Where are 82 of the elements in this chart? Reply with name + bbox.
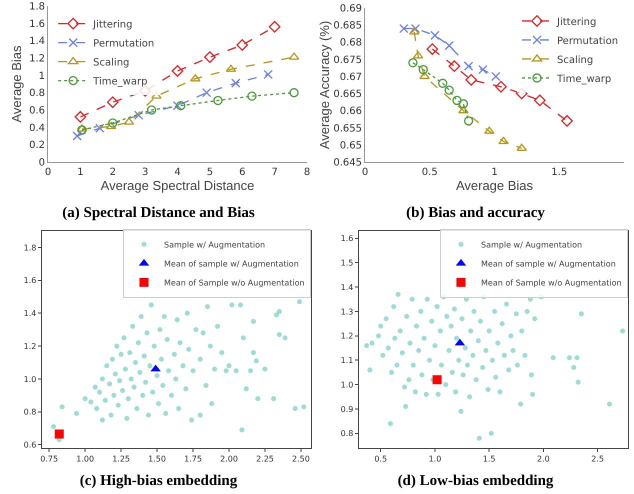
y-tick-label: 1.0 xyxy=(24,374,36,384)
x-axis-title: Average Bias xyxy=(456,178,534,193)
x-tick-label: 1.50 xyxy=(148,454,166,464)
x-tick-label: 5 xyxy=(206,167,214,178)
y-tick-label: 1.2 xyxy=(24,342,36,351)
y-tick-label: 1.4 xyxy=(24,309,36,318)
x-tick-label: 1.0 xyxy=(428,454,442,464)
y-tick-label: 0.68 xyxy=(340,38,362,49)
y-tick-label: 1.2 xyxy=(340,332,354,341)
y-tick-label: 1.6 xyxy=(29,18,45,30)
x-tick-label: 7 xyxy=(271,167,278,178)
x-tick-label: 2.50 xyxy=(292,454,310,464)
y-tick-label: 0.8 xyxy=(340,429,354,438)
x-tick-label: 3 xyxy=(142,167,148,178)
y-tick-label: 0.645 xyxy=(333,158,362,168)
text: (c) High-bias embedding xyxy=(78,472,238,491)
legend-label: Scaling xyxy=(557,54,594,66)
text: (b) Bias and accuracy xyxy=(405,204,546,223)
legend-label: Mean of sample w/ Augmentation xyxy=(481,259,616,268)
legend-label: Jittering xyxy=(92,20,132,31)
x-axis-title: Average Spectral Distance xyxy=(100,178,254,193)
y-tick-label: 0.69 xyxy=(340,4,362,14)
y-tick-label: 0.8 xyxy=(24,408,36,417)
x-tick-label: 1.00 xyxy=(76,454,94,464)
y-tick-label: 1.3 xyxy=(340,307,354,316)
y-tick-label: 1.1 xyxy=(340,356,354,366)
y-tick-label: 0.67 xyxy=(340,72,362,83)
y-axis-title: Average Bias xyxy=(9,44,24,123)
x-tick-label: 2.5 xyxy=(591,454,604,464)
legend-label: Jittering xyxy=(556,16,596,28)
x-tick-label: 8 xyxy=(304,167,310,178)
y-tick-label: 0.66 xyxy=(340,106,362,118)
legend-label: Mean of Sample w/o Augmentation xyxy=(164,278,305,288)
y-tick-label: 1.6 xyxy=(24,276,36,286)
y-tick-label: 0 xyxy=(38,158,45,168)
x-tick-label: 1.5 xyxy=(551,167,568,178)
y-tick-label: 0.685 xyxy=(333,20,362,32)
legend-label: Scaling xyxy=(93,58,130,69)
y-tick-label: 0.9 xyxy=(340,404,354,414)
x-tick-label: 2 xyxy=(110,167,116,178)
x-tick-label: 6 xyxy=(239,167,246,178)
x-tick-label: 1.75 xyxy=(184,454,202,464)
x-tick-label: 1.5 xyxy=(482,454,496,464)
text: (d) Low-bias embedding xyxy=(396,472,554,491)
y-tick-label: 1.5 xyxy=(340,258,354,268)
legend-label: Mean of sample w/ Augmentation xyxy=(164,259,299,268)
legend-label: Sample w/ Augmentation xyxy=(481,240,582,250)
x-tick-label: 2.00 xyxy=(220,454,238,464)
y-tick-label: 0.4 xyxy=(29,122,45,134)
legend-label: Permutation xyxy=(93,38,154,50)
y-tick-label: 1 xyxy=(38,70,45,82)
text: (a) Spectral Distance and Bias xyxy=(61,204,256,223)
y-axis-title: Average Accuracy (%) xyxy=(317,20,332,150)
y-tick-label: 0.655 xyxy=(333,123,362,134)
legend-label: Time_warp xyxy=(556,74,612,85)
x-tick-label: 4 xyxy=(174,167,181,178)
y-tick-label: 0.65 xyxy=(340,140,362,152)
x-tick-label: 2.25 xyxy=(256,454,274,464)
x-tick-label: 0.75 xyxy=(40,454,58,464)
y-tick-label: 0.665 xyxy=(333,89,362,100)
legend-label: Sample w/ Augmentation xyxy=(164,240,266,250)
x-tick-label: 2.0 xyxy=(537,454,550,464)
legend-label: Time_warp xyxy=(92,76,148,88)
x-tick-label: 0.5 xyxy=(422,167,438,178)
x-tick-label: 1 xyxy=(491,167,498,178)
y-tick-label: 1.4 xyxy=(340,282,354,292)
x-tick-label: 0.5 xyxy=(374,454,388,464)
y-tick-label: 1.0 xyxy=(340,380,354,390)
legend-label: Permutation xyxy=(557,36,618,47)
y-tick-label: 0.6 xyxy=(29,106,45,116)
y-tick-label: 0.675 xyxy=(333,54,362,66)
y-tick-label: 0.6 xyxy=(24,440,36,450)
y-tick-label: 1.8 xyxy=(24,243,36,252)
y-tick-label: 0.2 xyxy=(29,140,45,152)
legend-label: Mean of Sample w/o Augmentation xyxy=(481,278,622,288)
x-tick-label: 1 xyxy=(77,167,84,178)
y-tick-label: 0.8 xyxy=(29,88,45,100)
y-tick-label: 1.6 xyxy=(340,234,354,244)
y-tick-label: 1.8 xyxy=(29,2,45,12)
y-tick-label: 1.4 xyxy=(29,36,45,48)
x-tick-label: 1.25 xyxy=(112,454,130,464)
y-tick-label: 1.2 xyxy=(29,54,45,64)
